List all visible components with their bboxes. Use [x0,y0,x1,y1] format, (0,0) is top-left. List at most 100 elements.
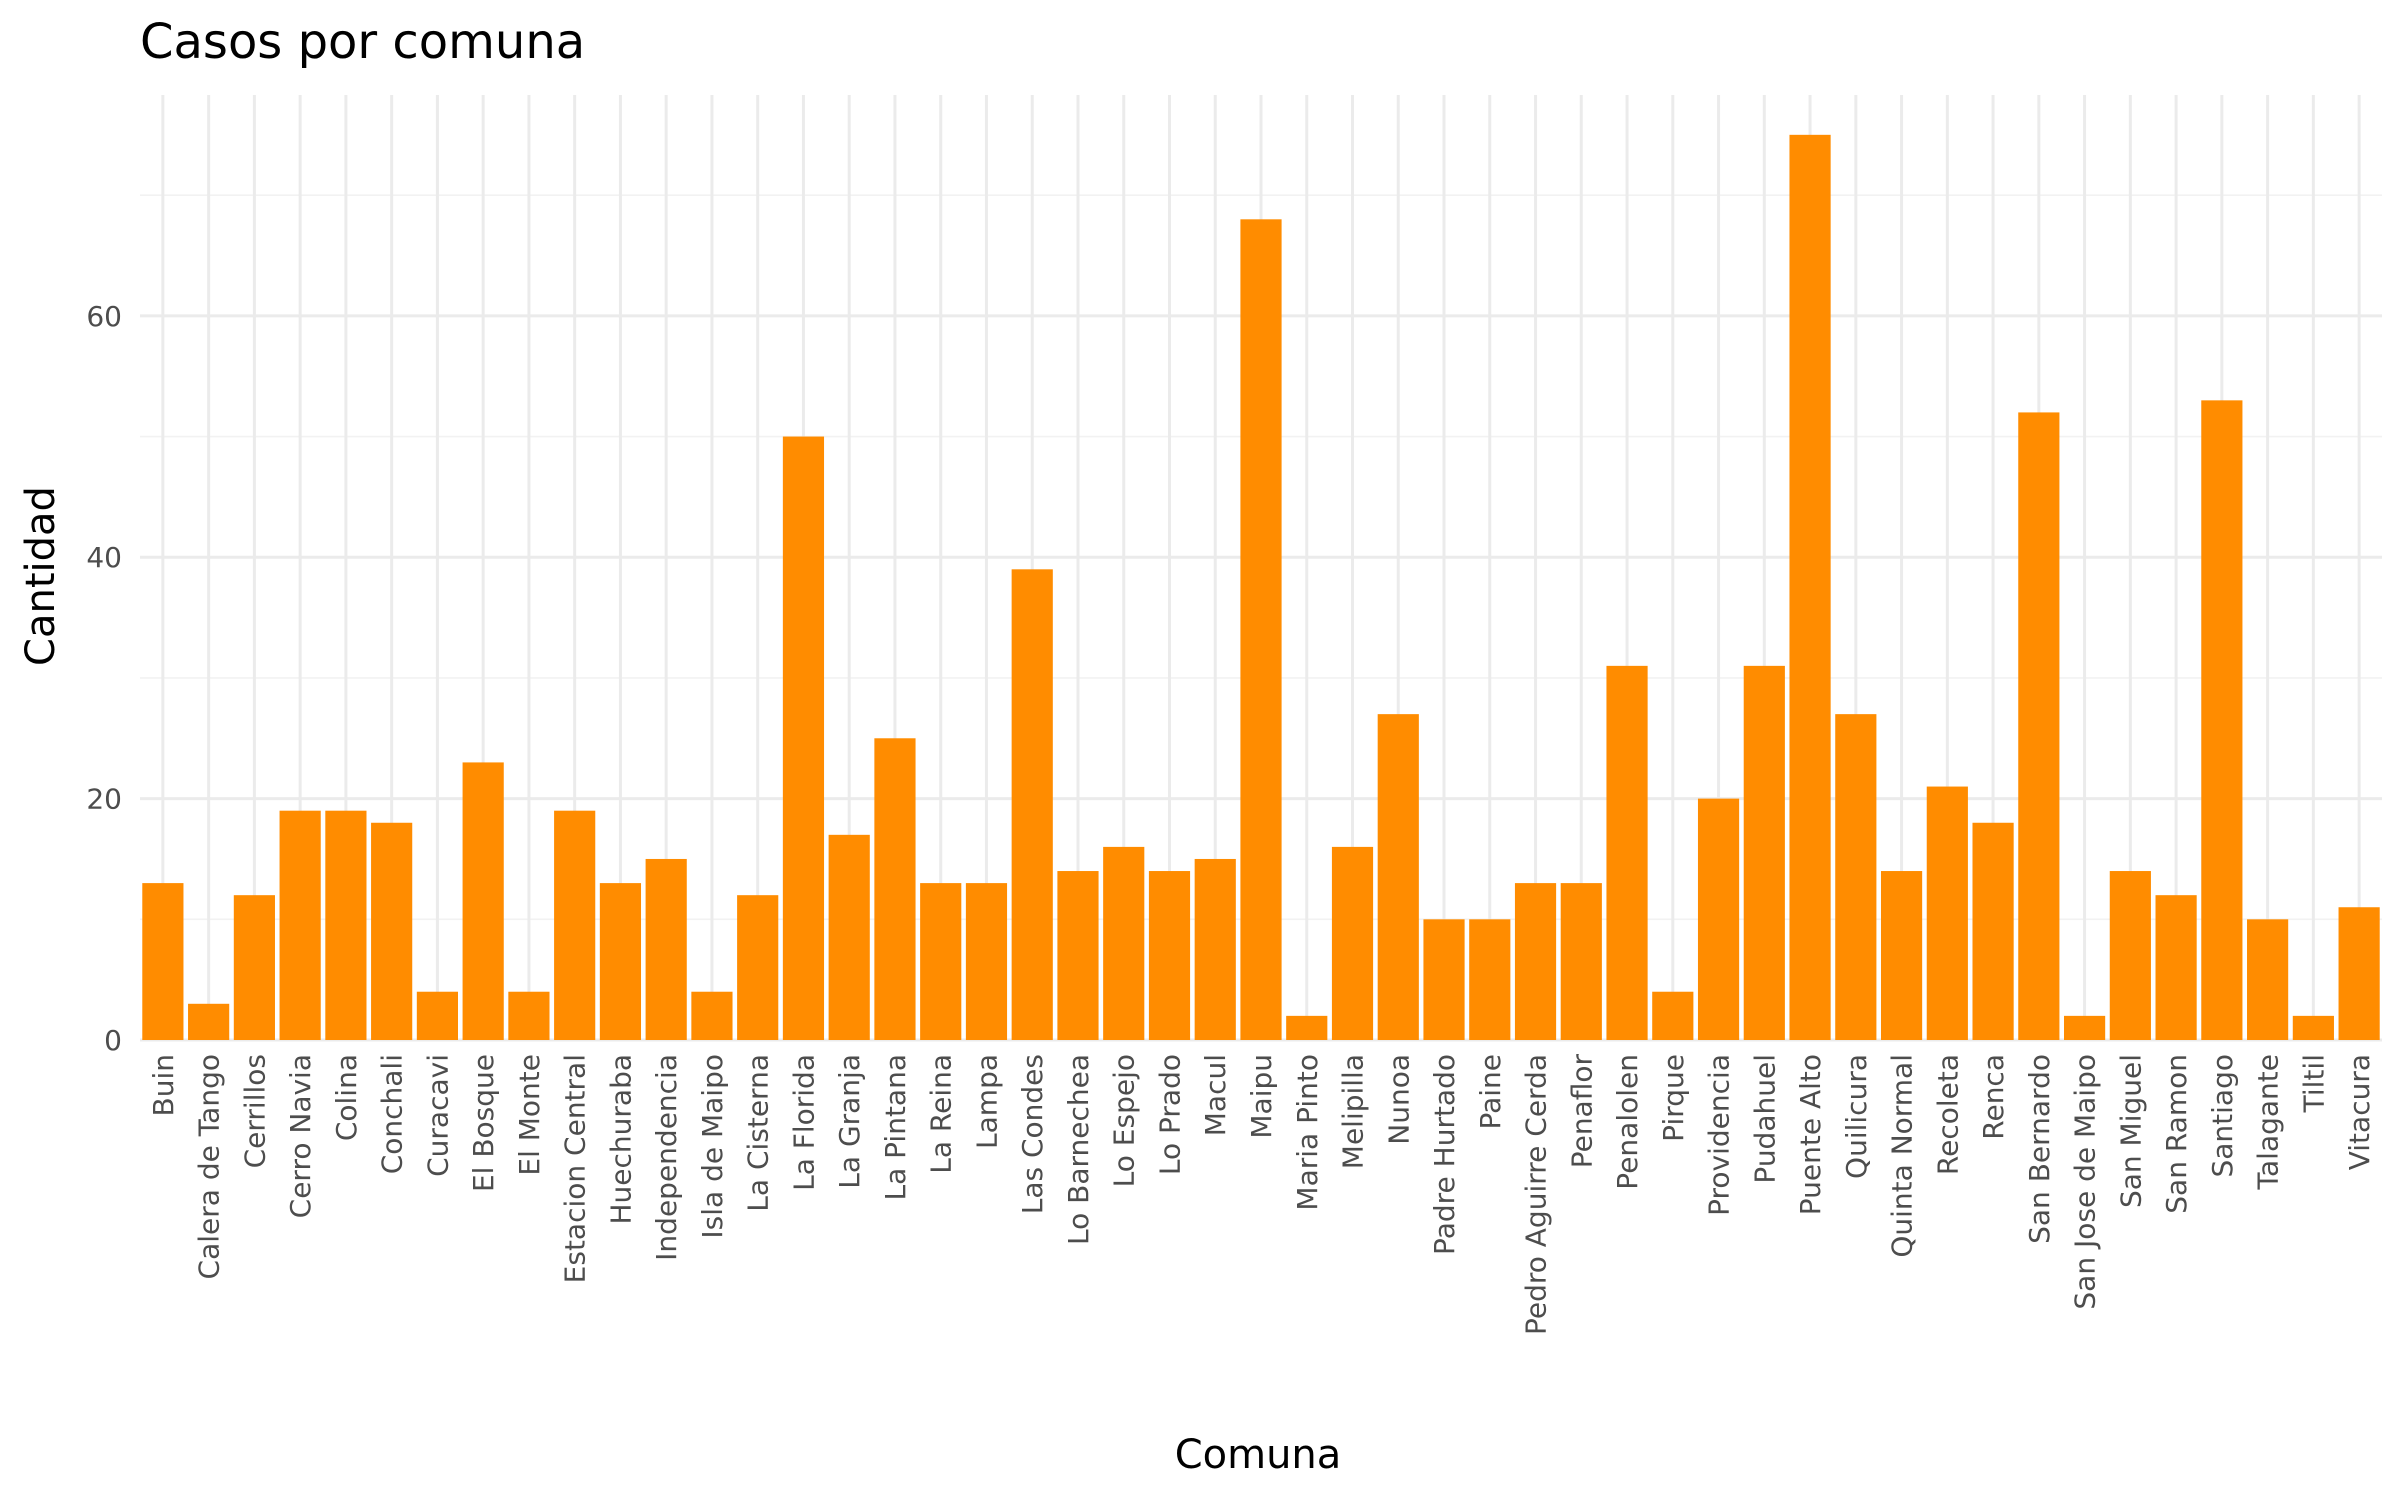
x-tick-label: La Reina [925,1054,958,1174]
y-tick-label: 0 [104,1024,122,1057]
x-tick-label: Paine [1474,1054,1507,1130]
x-tick-label: Quilicura [1840,1054,1873,1179]
bar [1789,134,1831,1041]
y-tick-label: 40 [86,541,122,574]
x-tick-label: Lo Barnechea [1062,1054,1095,1245]
bar [462,762,504,1040]
x-tick-label: Las Condes [1016,1054,1049,1214]
bar [691,991,733,1040]
x-tick-label: San Jose de Maipo [2069,1054,2102,1310]
bar [599,883,642,1040]
bar [782,436,825,1040]
chart-title: Casos por comuna [140,14,585,70]
bar [1057,871,1099,1040]
x-tick-label: Nunoa [1382,1054,1415,1145]
x-tick-label: Colina [330,1054,363,1141]
y-tick-label: 60 [86,300,122,333]
x-tick-label: Vitacura [2343,1054,2376,1170]
bar [874,738,916,1040]
bar [325,810,367,1040]
bar [1926,786,1968,1040]
x-tick-label: Curacavi [421,1054,454,1177]
bar [554,810,596,1040]
x-tick-label: Maipu [1245,1054,1278,1139]
bar [965,883,1008,1040]
bar [1697,798,1740,1040]
x-tick-label: Isla de Maipo [696,1054,729,1239]
x-tick-label: Huechuraba [604,1054,637,1225]
bar [2247,919,2289,1040]
bar [2201,400,2243,1040]
x-tick-label: Pirque [1657,1054,1690,1142]
x-axis-title: Comuna [1175,1432,1342,1478]
bar [1148,871,1191,1040]
bar [2292,1015,2334,1040]
bar [1011,569,1053,1040]
x-tick-label: Maria Pinto [1291,1054,1324,1211]
bar [1194,858,1236,1040]
bar [233,895,275,1040]
bar [371,822,413,1040]
x-tick-label: San Bernardo [2023,1054,2056,1244]
bar [1240,219,1282,1040]
bar [2064,1015,2106,1040]
bar [1606,665,1648,1040]
x-tick-label: Calera de Tango [193,1054,226,1279]
x-tick-label: Tiltil [2297,1054,2330,1113]
bar [416,991,458,1040]
x-tick-label: Penalolen [1611,1054,1644,1190]
x-tick-label: Macul [1199,1054,1232,1136]
x-tick-label: Padre Hurtado [1428,1054,1461,1255]
bar [2338,907,2380,1040]
x-tick-label: Providencia [1703,1054,1736,1216]
x-tick-label: El Bosque [467,1054,500,1192]
y-tick-label: 20 [86,783,122,816]
x-tick-label: Lampa [970,1054,1003,1149]
bar [1423,919,1465,1040]
bar [188,1003,230,1040]
bar [828,834,870,1040]
bar [1972,822,2014,1040]
x-tick-label: Lo Prado [1153,1054,1186,1175]
x-tick-label: La Pintana [879,1054,912,1201]
bar [1469,919,1511,1040]
bar [737,895,779,1040]
x-tick-label: San Ramon [2160,1054,2193,1214]
x-tick-label: Independencia [650,1054,683,1261]
x-tick-label: El Monte [513,1054,546,1176]
x-tick-label: Puente Alto [1794,1054,1827,1215]
bar [1835,714,1877,1040]
bars [142,134,2380,1041]
x-tick-label: Pedro Aguirre Cerda [1520,1054,1553,1335]
x-tick-label: La Granja [833,1054,866,1189]
bar [645,858,687,1040]
x-tick-label: Recoleta [1931,1054,1964,1175]
x-tick-label: Cerro Navia [284,1054,317,1218]
x-tick-label: Santiago [2206,1054,2239,1178]
bar [508,991,550,1040]
x-tick-label: Cerrillos [238,1054,271,1168]
x-tick-label: San Miguel [2114,1054,2147,1208]
x-tick-label: Conchali [376,1054,409,1174]
bar [2018,412,2060,1040]
x-tick-label: Talagante [2252,1054,2285,1190]
bar [2155,895,2197,1040]
x-tick-label: Buin [147,1054,180,1116]
y-axis-tick-labels: 0 20 40 60 [86,300,122,1057]
bar [1286,1015,1328,1040]
bar [1514,883,1557,1040]
bar [1652,991,1694,1040]
bar [920,883,962,1040]
bar [1103,846,1145,1040]
x-tick-label: Pudahuel [1748,1054,1781,1184]
bar [1743,665,1785,1040]
y-axis-title: Cantidad [18,486,64,666]
x-tick-label: La Cisterna [742,1054,775,1212]
bar [142,883,184,1040]
x-tick-label: Melipilla [1337,1054,1370,1169]
x-tick-label: Renca [1977,1054,2010,1140]
bar [1880,871,1923,1040]
x-tick-label: Penaflor [1565,1054,1598,1169]
bar [1560,883,1602,1040]
